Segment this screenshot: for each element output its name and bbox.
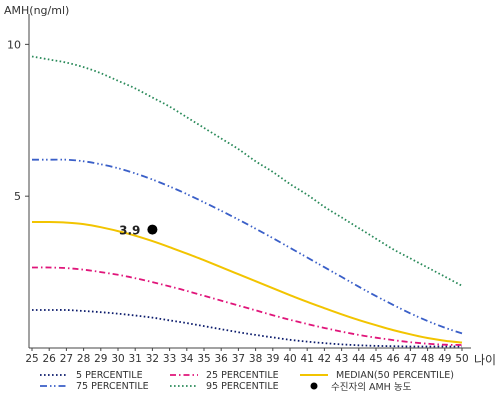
- y-tick-label: 10: [7, 38, 21, 51]
- x-tick-label: 50: [455, 353, 468, 365]
- x-tick-label: 30: [111, 353, 124, 365]
- series-line-95-percentile: [31, 55, 463, 287]
- series-lines: [31, 55, 463, 348]
- legend-label: 75 PERCENTILE: [76, 381, 149, 392]
- x-tick-label: 48: [421, 353, 434, 365]
- x-tick-label: 47: [404, 353, 417, 365]
- legend: 5 PERCENTILE 25 PERCENTILE MEDIAN(50 PERCE…: [40, 370, 454, 393]
- y-tick-label: 5: [14, 190, 21, 203]
- plot-area: [28, 14, 471, 349]
- x-tick-label: 44: [352, 353, 366, 365]
- x-tick-label: 40: [283, 353, 296, 365]
- legend-point-swatch: [310, 382, 318, 390]
- x-tick-label: 39: [266, 353, 279, 365]
- x-axis-title: 나이: [474, 353, 496, 367]
- data-points: 3.9: [119, 224, 158, 238]
- x-tick-label: 28: [77, 353, 90, 365]
- legend-label: 25 PERCENTILE: [206, 370, 279, 381]
- x-tick-label: 27: [60, 353, 73, 365]
- x-ticks: 25 26 27 28 29 30 31 32 33 34 35 36 37 38 39 40 41 42 43 44…: [25, 348, 469, 365]
- series-line-median-50-percentile: [31, 220, 463, 344]
- x-tick-label: 36: [215, 353, 229, 365]
- x-tick-label: 26: [43, 353, 57, 365]
- x-tick-label: 37: [232, 353, 245, 365]
- x-tick-label: 25: [25, 353, 38, 365]
- x-tick-label: 38: [249, 353, 262, 365]
- x-tick-label: 49: [438, 353, 451, 365]
- x-tick-label: 29: [94, 353, 107, 365]
- series-line-25-percentile: [31, 266, 463, 346]
- x-tick-label: 41: [301, 353, 314, 365]
- x-tick-label: 34: [180, 353, 194, 365]
- series-line-5-percentile: [32, 309, 462, 348]
- series-line-75-percentile: [32, 158, 463, 335]
- patient-amh-point: [147, 224, 158, 235]
- legend-label-patient: 수진자의 AMH 농도: [331, 382, 412, 393]
- x-tick-label: 32: [146, 353, 159, 365]
- patient-amh-label: 3.9: [119, 224, 140, 238]
- x-tick-label: 35: [197, 353, 210, 365]
- legend-label: 95 PERCENTILE: [206, 381, 279, 392]
- x-tick-label: 33: [163, 353, 176, 365]
- y-ticks: 5 10: [7, 38, 29, 203]
- x-tick-label: 42: [318, 353, 331, 365]
- x-tick-label: 43: [335, 353, 348, 365]
- y-axis-title: AMH(ng/ml): [4, 4, 69, 17]
- legend-label: 5 PERCENTILE: [76, 370, 143, 381]
- legend-label: MEDIAN(50 PERCENTILE): [336, 370, 454, 381]
- x-tick-label: 31: [129, 353, 142, 365]
- x-tick-label: 45: [369, 353, 382, 365]
- x-tick-label: 46: [387, 353, 401, 365]
